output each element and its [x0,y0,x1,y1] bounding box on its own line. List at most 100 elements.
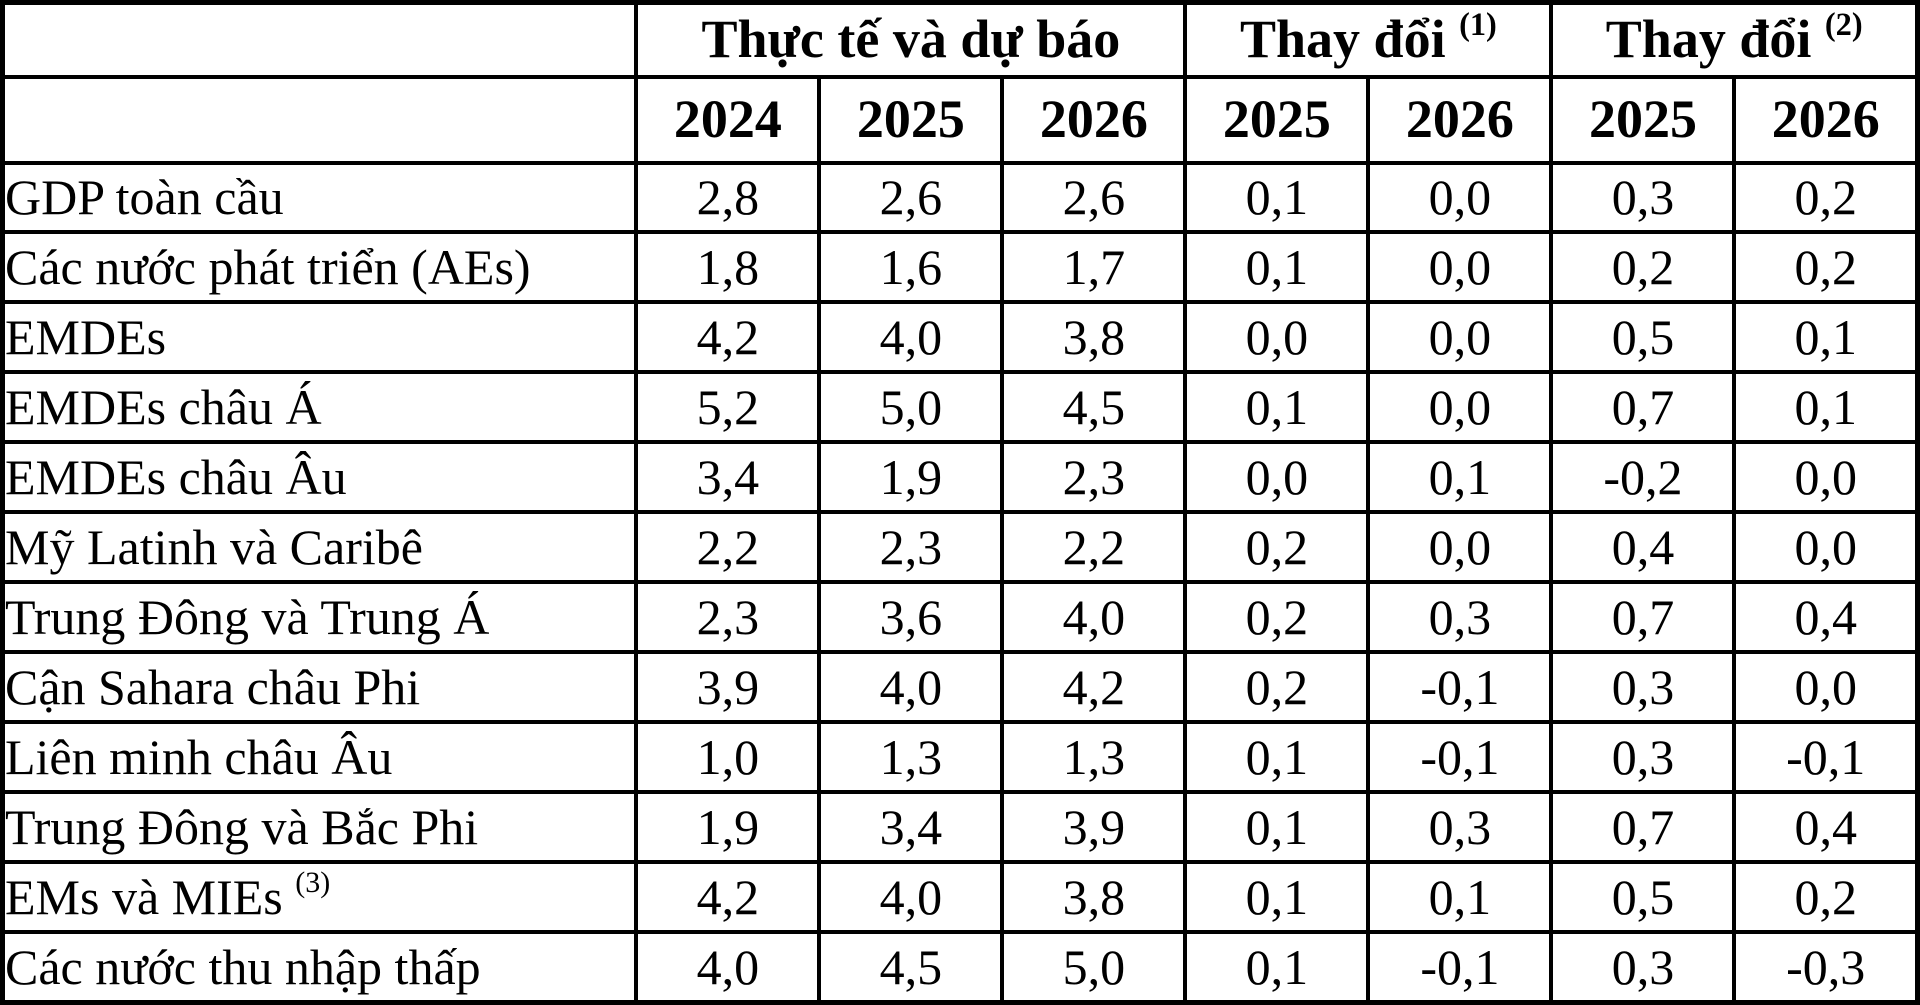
value-cell: 0,0 [1366,230,1554,305]
table-row: Các nước phát triển (AEs) 1,8 1,6 1,7 0,1 0,0… [0,230,1920,305]
value-cell: -0,1 [1366,650,1554,724]
value-cell: 0,2 [1183,650,1371,724]
row-label-cell: EMDEs châu Á [0,370,639,445]
row-label: EMDEs châu Á [5,379,322,436]
value-cell: -0,1 [1732,720,1920,794]
row-label-cell: Các nước phát triển (AEs) [0,230,639,305]
value-cell: 0,1 [1366,440,1554,515]
value-cell: 3,4 [634,440,822,515]
row-label-cell: Các nước thu nhập thấp [0,929,639,1005]
value-cell: 2,8 [634,160,822,235]
value-cell: 2,6 [1000,160,1188,235]
value-cell: 0,0 [1183,440,1371,515]
value-cell: 0,2 [1549,230,1737,305]
value-cell: 5,2 [634,370,822,445]
group-header-change-2: Thay đổi (2) [1549,0,1920,79]
value-cell: 1,3 [1000,720,1188,794]
value-cell: 0,1 [1183,929,1371,1005]
table-row: Cận Sahara châu Phi 3,9 4,0 4,2 0,2 -0,1 0,3 0,… [0,650,1920,724]
value-cell: 3,6 [817,580,1005,655]
value-cell: 0,1 [1183,720,1371,794]
row-label: Cận Sahara châu Phi [5,658,421,715]
row-label: Các nước thu nhập thấp [5,938,481,995]
value-cell: 4,0 [1000,580,1188,655]
row-label-cell: Trung Đông và Trung Á [0,580,639,655]
value-cell: 4,0 [634,929,822,1005]
row-label: Các nước phát triển (AEs) [5,239,531,296]
row-label: EMs và MIEs [5,868,283,925]
value-cell: 0,0 [1366,160,1554,235]
table-header: Thực tế và dự báo Thay đổi (1) Thay đổi … [0,0,1920,165]
group-header-actual-forecast: Thực tế và dự báo [634,0,1188,79]
value-cell: 2,3 [817,510,1005,585]
value-cell: 2,3 [634,580,822,655]
value-cell: 0,0 [1366,510,1554,585]
value-cell: 0,0 [1366,370,1554,445]
table-row: EMDEs châu Âu 3,4 1,9 2,3 0,0 0,1 -0,2 0,0 [0,440,1920,515]
value-cell: 3,8 [1000,300,1188,375]
table-row: Các nước thu nhập thấp 4,0 4,5 5,0 0,1 -0,1 0,… [0,929,1920,1005]
value-cell: 3,9 [634,650,822,724]
value-cell: 0,5 [1549,859,1737,934]
row-label-cell: Cận Sahara châu Phi [0,650,639,724]
value-cell: 0,2 [1732,160,1920,235]
row-label-cell: Mỹ Latinh và Caribê [0,510,639,585]
value-cell: 0,7 [1549,789,1737,864]
value-cell: 3,8 [1000,859,1188,934]
value-cell: 4,0 [817,300,1005,375]
value-cell: 0,1 [1366,859,1554,934]
value-cell: 0,1 [1183,859,1371,934]
row-label: EMDEs châu Âu [5,448,347,505]
group-header-label: Thay đổi [1239,9,1446,70]
value-cell: 0,4 [1732,580,1920,655]
group-header-change-1: Thay đổi (1) [1183,0,1554,79]
row-label-cell: EMDEs [0,300,639,375]
year-header-2025-change2: 2025 [1549,74,1737,165]
value-cell: -0,1 [1366,720,1554,794]
year-header-2026-forecast: 2026 [1000,74,1188,165]
table-row: GDP toàn cầu 2,8 2,6 2,6 0,1 0,0 0,3 0,2 [0,160,1920,235]
value-cell: 0,3 [1549,160,1737,235]
value-cell: 0,0 [1732,440,1920,515]
row-label: Trung Đông và Bắc Phi [5,798,479,855]
value-cell: 2,3 [1000,440,1188,515]
group-header-label: Thay đổi [1605,9,1812,70]
value-cell: 0,3 [1549,650,1737,724]
value-cell: -0,1 [1366,929,1554,1005]
row-label: GDP toàn cầu [5,169,284,226]
value-cell: 1,3 [817,720,1005,794]
value-cell: 0,7 [1549,580,1737,655]
value-cell: 1,8 [634,230,822,305]
row-label-cell: Liên minh châu Âu [0,720,639,794]
table-row: Trung Đông và Trung Á 2,3 3,6 4,0 0,2 0,3 0,7 0… [0,580,1920,655]
row-label-cell: EMDEs châu Âu [0,440,639,515]
year-header-row: 2024 2025 2026 2025 2026 2025 2026 [0,74,1920,165]
value-cell: 0,1 [1183,230,1371,305]
row-label-cell: Trung Đông và Bắc Phi [0,789,639,864]
value-cell: 5,0 [1000,929,1188,1005]
table-row: Mỹ Latinh và Caribê 2,2 2,3 2,2 0,2 0,0 0,4 0,0 [0,510,1920,585]
table-row: EMDEs 4,2 4,0 3,8 0,0 0,0 0,5 0,1 [0,300,1920,375]
value-cell: 4,2 [634,859,822,934]
year-header-2026-change1: 2026 [1366,74,1554,165]
value-cell: 0,1 [1183,160,1371,235]
value-cell: 0,5 [1549,300,1737,375]
value-cell: 4,0 [817,859,1005,934]
value-cell: 0,4 [1549,510,1737,585]
row-label: Trung Đông và Trung Á [5,588,490,645]
value-cell: 0,3 [1549,929,1737,1005]
year-header-2024: 2024 [634,74,822,165]
group-header-row: Thực tế và dự báo Thay đổi (1) Thay đổi … [0,0,1920,79]
row-label-cell: EMs và MIEs (3) [0,859,639,934]
value-cell: 0,2 [1183,510,1371,585]
year-header-2025-forecast: 2025 [817,74,1005,165]
value-cell: 0,0 [1366,300,1554,375]
year-header-2025-change1: 2025 [1183,74,1371,165]
table-row: EMDEs châu Á 5,2 5,0 4,5 0,1 0,0 0,7 0,1 [0,370,1920,445]
value-cell: 4,0 [817,650,1005,724]
year-header-2026-change2: 2026 [1732,74,1920,165]
value-cell: 0,3 [1549,720,1737,794]
value-cell: 4,2 [1000,650,1188,724]
value-cell: 0,1 [1732,300,1920,375]
